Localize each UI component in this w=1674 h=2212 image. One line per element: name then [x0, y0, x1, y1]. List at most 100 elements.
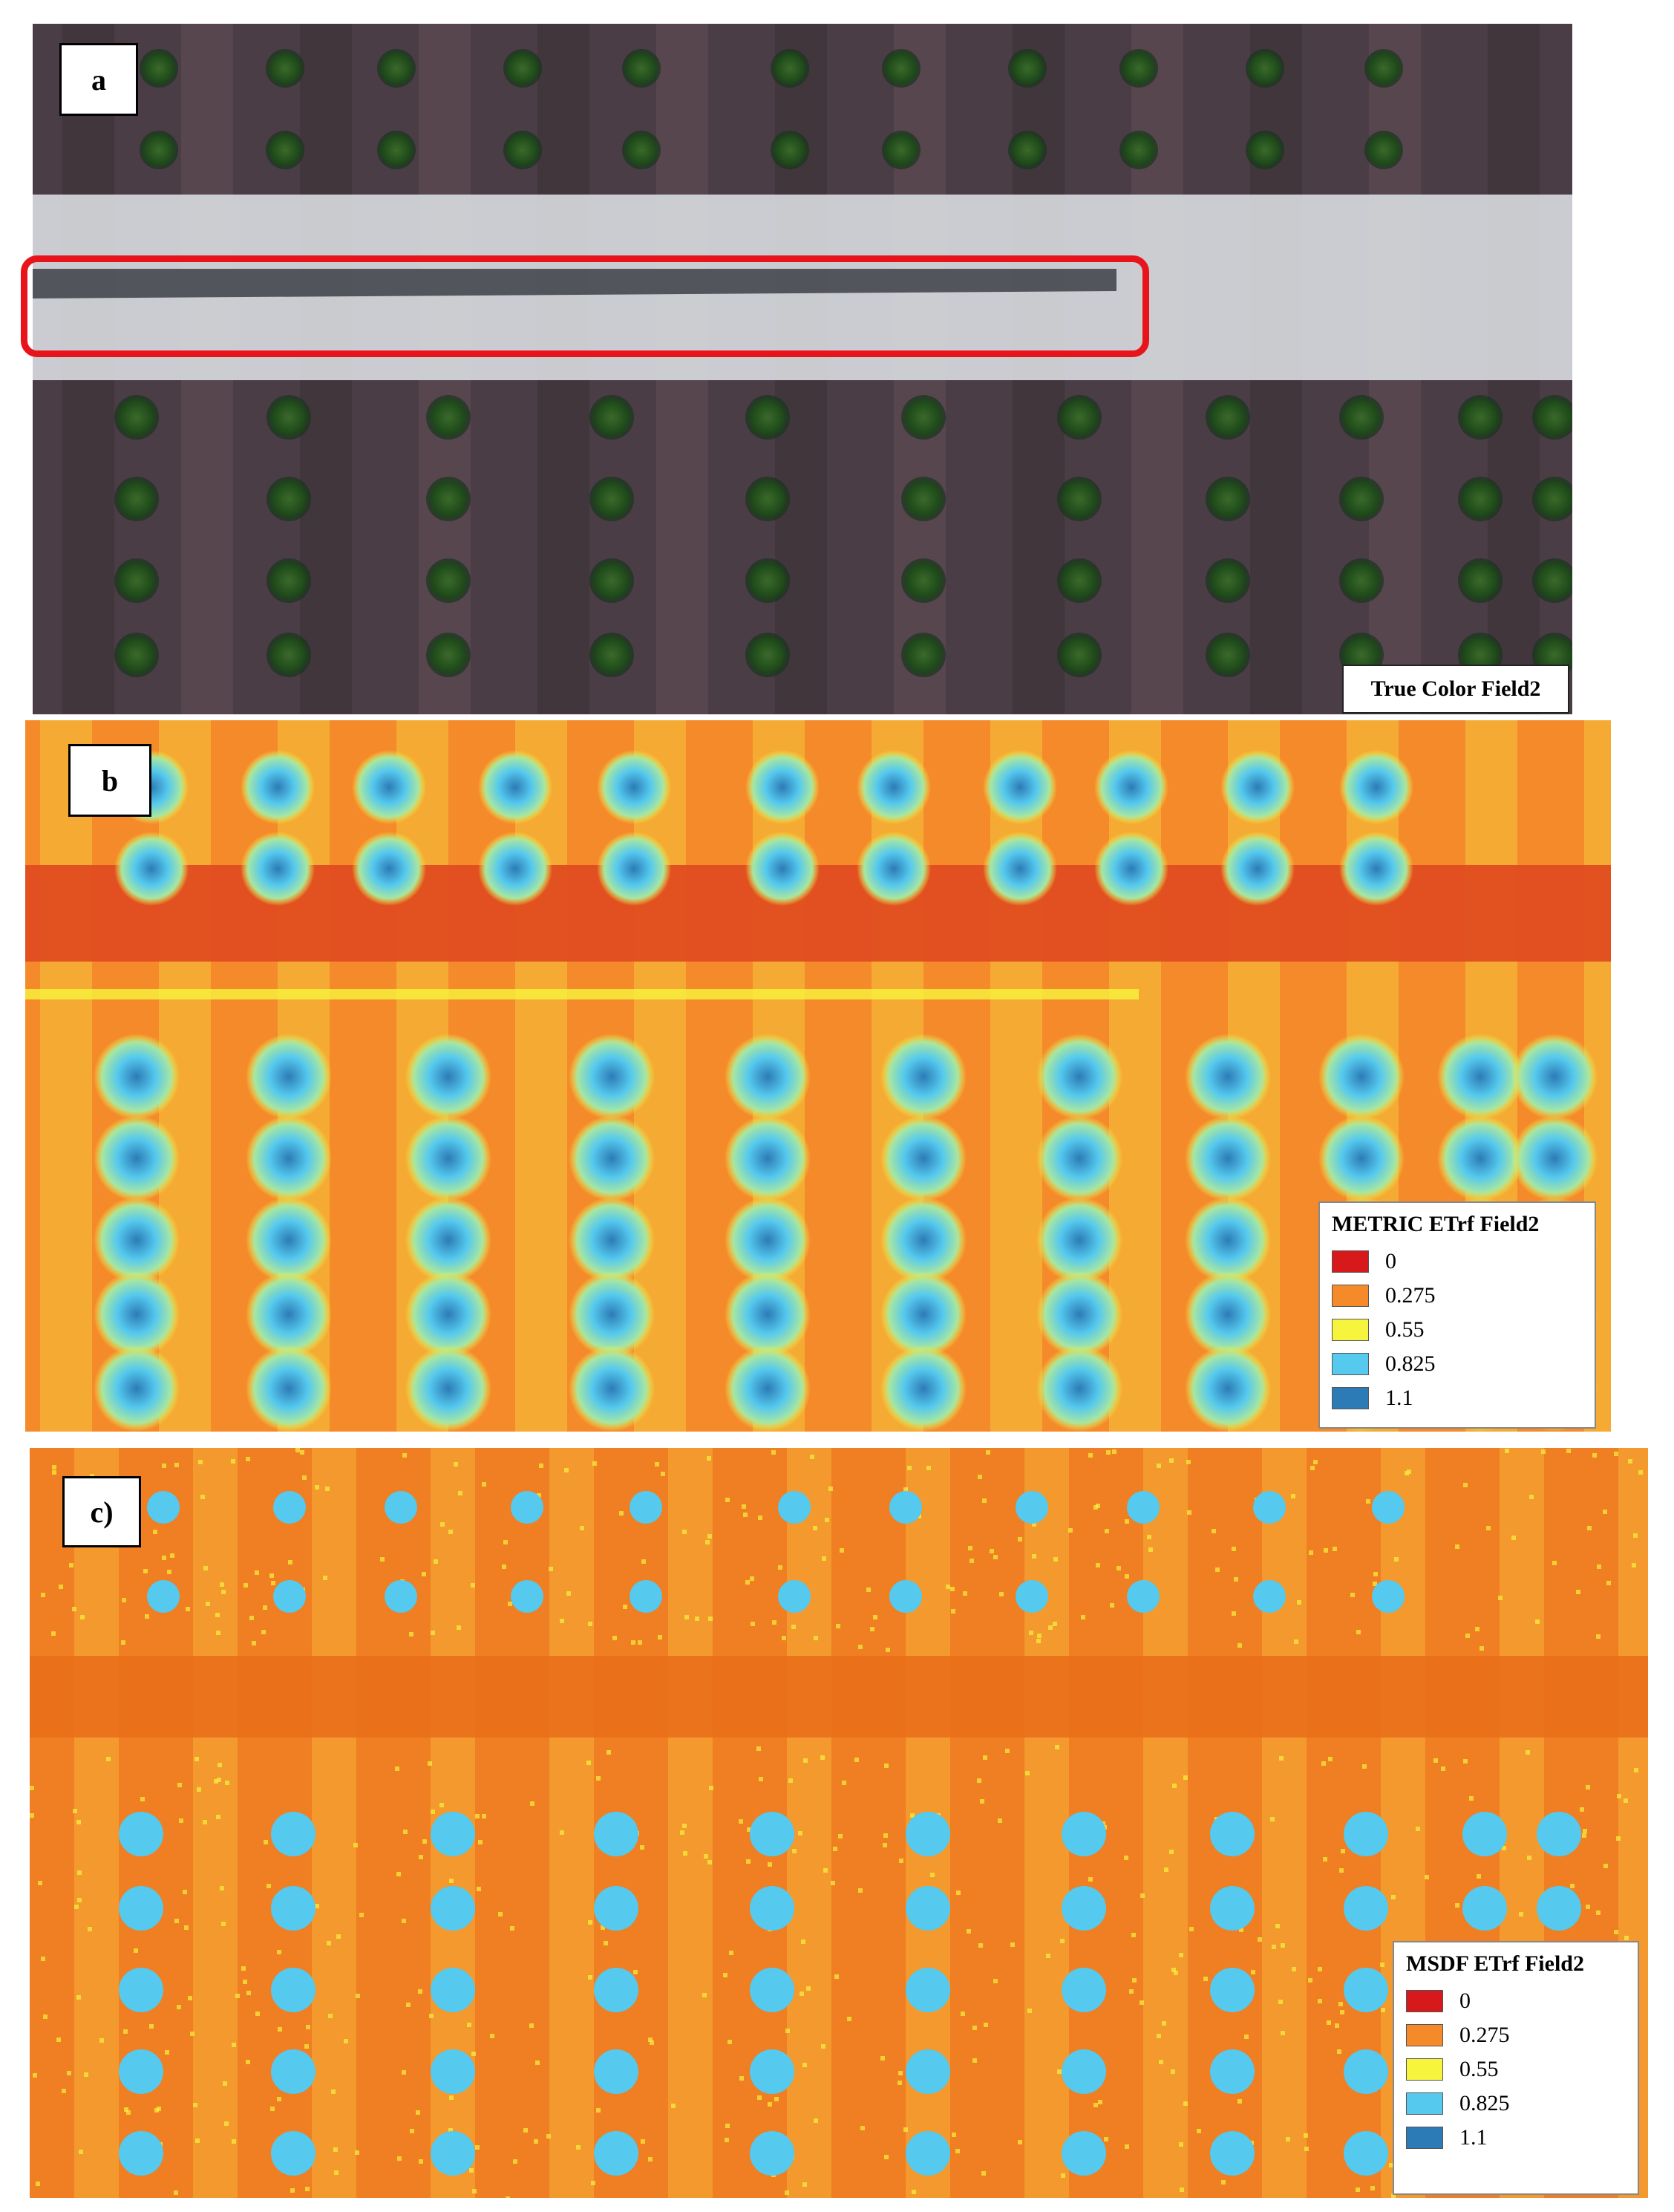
- tree-canopy: [1364, 131, 1403, 169]
- tree-etrf-high: [1210, 1968, 1255, 2012]
- tree-etrf-high: [857, 832, 931, 906]
- tree-canopy: [1458, 558, 1503, 603]
- tree-etrf-high: [1185, 1345, 1271, 1432]
- tree-canopy: [266, 131, 304, 169]
- tree-etrf-high: [889, 1580, 922, 1613]
- tree-canopy: [1532, 558, 1572, 603]
- tree-etrf-high: [889, 1491, 922, 1524]
- tree-canopy: [901, 558, 946, 603]
- legend-label: 0.825: [1459, 2091, 1510, 2115]
- tree-etrf-high: [1253, 1491, 1286, 1524]
- tree-etrf-high: [1511, 1115, 1598, 1201]
- legend-title: MSDF ETrf Field2: [1406, 1951, 1584, 1976]
- tree-canopy: [589, 477, 634, 521]
- tree-etrf-high: [880, 1197, 967, 1283]
- tree-etrf-high: [906, 2049, 950, 2094]
- tree-etrf-high: [119, 1812, 163, 1856]
- legend-label: 0.825: [1385, 1351, 1436, 1376]
- tree-etrf-high: [594, 2131, 638, 2176]
- tree-etrf-high: [1016, 1580, 1048, 1613]
- metric-etrf-raster: [25, 720, 1611, 1432]
- tree-canopy: [745, 558, 790, 603]
- tree-canopy: [503, 131, 542, 169]
- tree-canopy: [140, 49, 178, 88]
- legend-label: 0: [1385, 1249, 1396, 1273]
- tree-etrf-high: [1220, 750, 1295, 824]
- panel-b-label: b: [68, 744, 151, 817]
- legend-swatch: [1406, 2024, 1443, 2046]
- tree-canopy: [1057, 633, 1102, 677]
- legend-label: 0.275: [1385, 1283, 1436, 1308]
- tree-etrf-high: [880, 1115, 967, 1201]
- tree-canopy: [1206, 633, 1250, 677]
- tree-etrf-high: [1339, 750, 1413, 824]
- tree-canopy: [1458, 395, 1503, 440]
- tree-etrf-high: [1462, 1812, 1507, 1856]
- tree-canopy: [1119, 49, 1158, 88]
- tree-etrf-high: [431, 1968, 475, 2012]
- tree-etrf-high: [271, 2049, 315, 2094]
- tree-canopy: [503, 49, 542, 88]
- tree-etrf-high: [1210, 2131, 1255, 2176]
- tree-etrf-high: [569, 1034, 655, 1120]
- tree-etrf-high: [1094, 832, 1168, 906]
- tree-canopy: [1057, 477, 1102, 521]
- tree-canopy: [267, 395, 311, 440]
- tree-etrf-high: [1344, 1812, 1388, 1856]
- tree-canopy: [901, 477, 946, 521]
- tree-canopy: [267, 633, 311, 677]
- tree-etrf-high: [94, 1345, 180, 1432]
- tree-etrf-high: [405, 1197, 491, 1283]
- tree-etrf-high: [750, 2049, 794, 2094]
- tree-canopy: [1339, 477, 1384, 521]
- panel-c-msdf-map: [30, 1448, 1648, 2198]
- tree-etrf-high: [119, 2131, 163, 2176]
- tree-etrf-high: [983, 832, 1057, 906]
- legend-item: 0.825: [1332, 1347, 1583, 1381]
- tree-etrf-high: [147, 1580, 180, 1613]
- tree-canopy: [114, 395, 159, 440]
- tree-etrf-high: [1062, 2131, 1106, 2176]
- tree-etrf-high: [1437, 1034, 1523, 1120]
- tree-etrf-high: [114, 832, 189, 906]
- legend-label: 0.55: [1459, 2057, 1499, 2081]
- tree-canopy: [589, 395, 634, 440]
- legend-item: 0.275: [1406, 2018, 1626, 2052]
- tree-etrf-high: [431, 1886, 475, 1931]
- tree-etrf-high: [241, 832, 315, 906]
- panel-a-true-color-image: [33, 24, 1572, 714]
- tree-etrf-high: [1253, 1580, 1286, 1613]
- tree-etrf-high: [94, 1197, 180, 1283]
- tree-etrf-high: [750, 1968, 794, 2012]
- tree-etrf-high: [750, 2131, 794, 2176]
- tree-etrf-high: [1462, 1886, 1507, 1931]
- tree-etrf-high: [1210, 1886, 1255, 1931]
- legend-label: 1.1: [1459, 2125, 1488, 2150]
- highlight-rectangle: [21, 255, 1149, 357]
- tree-etrf-high: [273, 1580, 306, 1613]
- tree-canopy: [377, 49, 416, 88]
- tree-etrf-high: [880, 1034, 967, 1120]
- tree-etrf-high: [1036, 1345, 1122, 1432]
- tree-etrf-high: [906, 1812, 950, 1856]
- tree-etrf-high: [1339, 832, 1413, 906]
- tree-etrf-high: [119, 1968, 163, 2012]
- tree-etrf-high: [1062, 1968, 1106, 2012]
- tree-etrf-high: [594, 1968, 638, 2012]
- tree-canopy: [1119, 131, 1158, 169]
- tree-etrf-high: [880, 1345, 967, 1432]
- tree-etrf-high: [569, 1271, 655, 1357]
- tree-canopy: [745, 395, 790, 440]
- tree-etrf-high: [906, 2131, 950, 2176]
- tree-canopy: [1532, 477, 1572, 521]
- tree-etrf-high: [750, 1886, 794, 1931]
- tree-etrf-high: [1127, 1491, 1160, 1524]
- tree-etrf-high: [147, 1491, 180, 1524]
- tree-etrf-high: [273, 1491, 306, 1524]
- tree-canopy: [1364, 49, 1403, 88]
- tree-etrf-high: [119, 1886, 163, 1931]
- tree-etrf-high: [1344, 1968, 1388, 2012]
- tree-canopy: [1008, 49, 1047, 88]
- tree-canopy: [622, 131, 661, 169]
- tree-etrf-high: [352, 832, 426, 906]
